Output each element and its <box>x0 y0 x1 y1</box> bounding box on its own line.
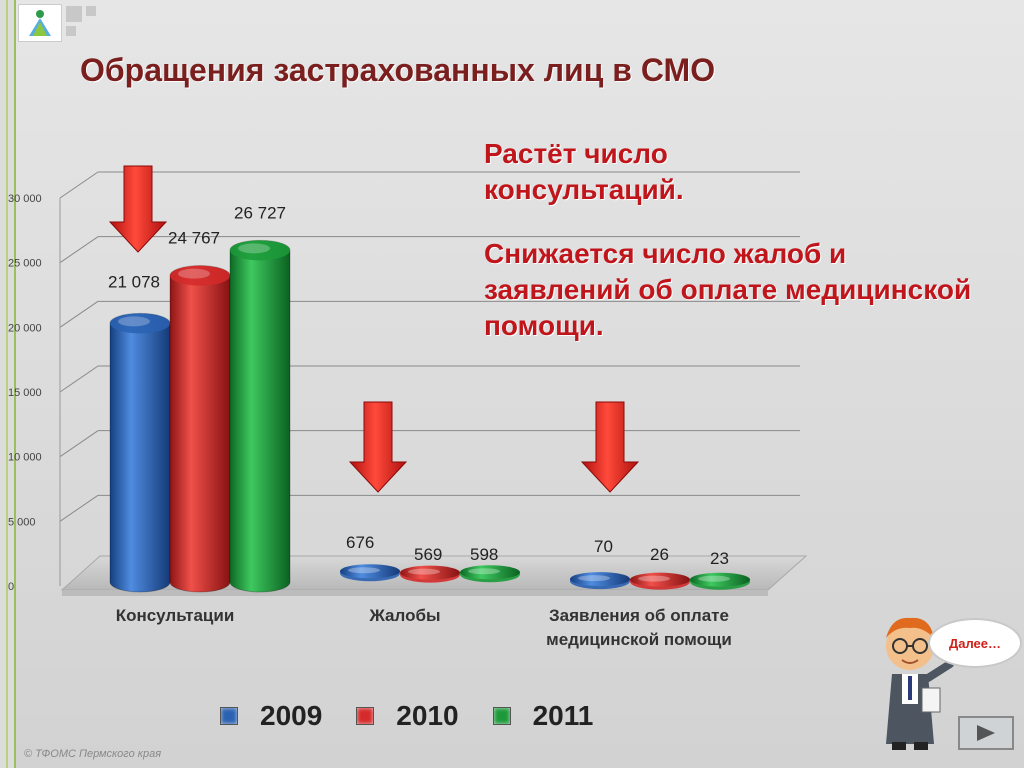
note-complaints-decline: Снижается число жалоб и заявлений об опл… <box>484 238 972 341</box>
legend-item-2010: 2010 <box>356 700 459 732</box>
bar-highlight-2009-1 <box>348 567 380 574</box>
gridline-diagonal <box>59 430 99 458</box>
note-consultations-growth: Растёт число консультаций. <box>484 138 684 205</box>
legend-item-2011: 2011 <box>492 700 594 732</box>
bar-highlight-2009-0 <box>118 316 150 327</box>
bar-top-2010-0 <box>170 265 230 286</box>
bar-top-2009-0 <box>110 313 170 334</box>
data-labels: 21 078 24 767 26 727 676 569 598 70 26 23 <box>108 203 729 568</box>
bars <box>109 239 750 593</box>
page-title: Обращения застрахованных лиц в СМО <box>80 52 716 88</box>
y-tick-label: 0 <box>8 581 14 593</box>
legend-label-2010: 2010 <box>396 700 459 731</box>
data-label-2011-0: 26 727 <box>234 203 286 222</box>
category-label-consultations: Консультации <box>115 606 235 625</box>
bar-2010-0 <box>169 265 231 593</box>
bar-highlight-2011-1 <box>468 568 500 575</box>
bar-2009-0 <box>109 312 171 593</box>
data-label-2010-0: 24 767 <box>168 229 220 248</box>
legend-label-2011: 2011 <box>532 700 594 731</box>
y-tick-label: 25 000 <box>8 258 42 270</box>
legend-swatch-2009 <box>220 707 238 725</box>
trend-arrow-down-1 <box>348 401 408 493</box>
speech-bubble[interactable]: Далее… <box>928 618 1022 668</box>
data-label-2009-0: 21 078 <box>108 272 160 291</box>
bar-top-2010-1 <box>400 565 460 580</box>
chart-floor-edge <box>62 590 768 596</box>
y-tick-label: 10 000 <box>8 452 42 464</box>
bar-top-2009-2 <box>570 572 630 587</box>
data-label-2011-1: 598 <box>470 545 498 564</box>
chart-legend: 2009 2010 2011 <box>220 700 593 732</box>
trend-arrows <box>108 165 640 493</box>
bar-top-2009-1 <box>340 564 400 579</box>
bar-highlight-2011-2 <box>698 575 730 582</box>
bar-highlight-2009-2 <box>578 575 610 582</box>
tfoms-logo <box>18 4 62 42</box>
y-tick-label: 30 000 <box>8 193 42 205</box>
y-tick-label: 15 000 <box>8 387 42 399</box>
data-label-2009-2: 70 <box>594 537 613 556</box>
data-label-2010-1: 569 <box>414 545 442 564</box>
data-label-2009-1: 676 <box>346 533 374 552</box>
y-tick-label: 5 000 <box>8 516 36 528</box>
bar-highlight-2010-1 <box>408 568 440 575</box>
mascot-teacher-icon <box>886 617 954 750</box>
data-label-2010-2: 26 <box>650 545 669 564</box>
decorative-square <box>86 6 96 16</box>
speech-bubble-text: Далее… <box>948 635 1002 651</box>
gridline-diagonal <box>59 171 99 199</box>
category-label-payment-claims: Заявления об оплате медицинской помощи <box>546 606 732 649</box>
legend-item-2009: 2009 <box>220 700 322 732</box>
bar-2011-0 <box>229 239 291 593</box>
bar-highlight-2010-0 <box>178 268 210 279</box>
gridline-diagonal <box>59 236 99 264</box>
legend-swatch-2011 <box>492 707 511 725</box>
bar-chart: 0 5 000 10 000 15 000 20 000 25 000 30 000 21 … <box>8 165 808 596</box>
category-label-complaints: Жалобы <box>369 606 441 625</box>
left-border-strip <box>0 0 16 768</box>
y-tick-label: 20 000 <box>8 322 42 334</box>
gridline-diagonal <box>59 300 99 328</box>
trend-arrow-down-2 <box>580 401 640 493</box>
gridline-diagonal <box>59 494 99 522</box>
bar-top-2011-2 <box>690 572 750 587</box>
legend-swatch-2010 <box>356 707 375 725</box>
bar-top-2011-1 <box>460 565 520 580</box>
bar-highlight-2010-2 <box>638 575 670 582</box>
play-triangle-icon <box>977 725 995 741</box>
y-axis: 0 5 000 10 000 15 000 20 000 25 000 30 000 <box>8 193 61 593</box>
gridline-diagonal <box>59 365 99 393</box>
bar-top-2010-2 <box>630 572 690 587</box>
data-label-2011-2: 23 <box>710 549 729 568</box>
next-slide-button[interactable] <box>958 716 1014 750</box>
decorative-square <box>66 6 82 22</box>
bar-top-2011-0 <box>230 240 290 261</box>
trend-arrow-down-0 <box>108 165 168 253</box>
footer-copyright: © ТФОМС Пермского края <box>24 748 162 760</box>
decorative-square <box>66 26 76 36</box>
legend-label-2009: 2009 <box>260 700 323 731</box>
bar-highlight-2011-0 <box>238 243 270 254</box>
logo-tree-icon <box>29 10 51 36</box>
